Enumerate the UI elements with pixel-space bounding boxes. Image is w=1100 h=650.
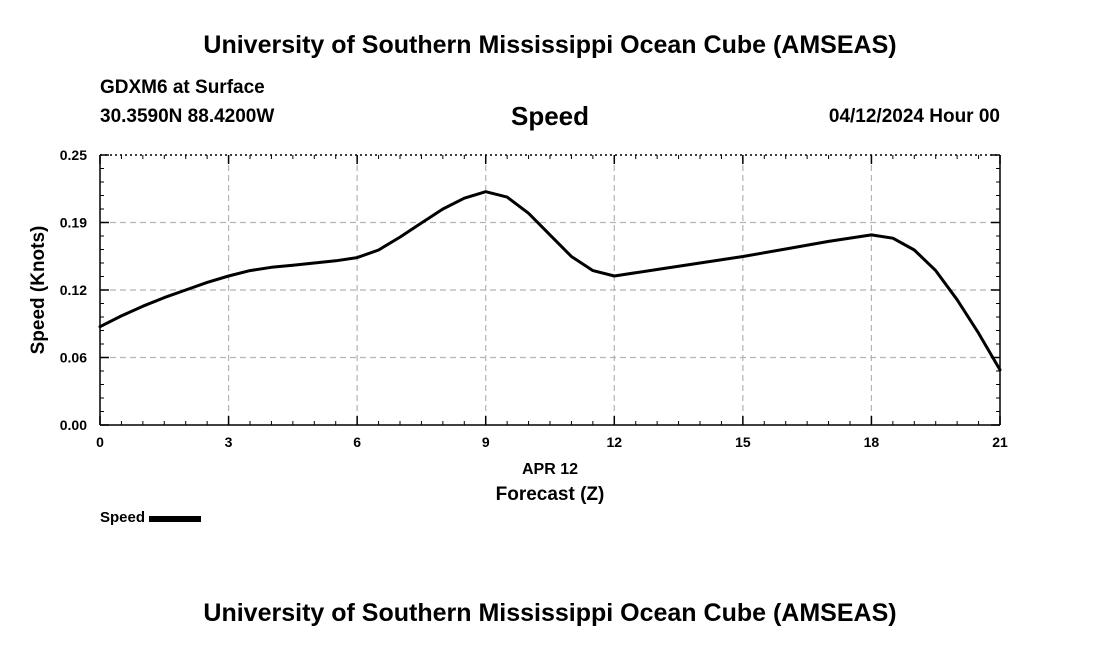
x-tick-label: 18 bbox=[864, 434, 880, 450]
grid bbox=[100, 155, 1000, 425]
x-tick-label: 3 bbox=[225, 434, 233, 450]
chart-title: Speed bbox=[510, 101, 590, 131]
x-tick-label: 21 bbox=[992, 434, 1008, 450]
page-title: University of Southern Mississippi Ocean… bbox=[203, 31, 897, 59]
x-tick-label: 0 bbox=[96, 434, 104, 450]
y-tick-label: 0.00 bbox=[60, 417, 87, 433]
legend-swatch bbox=[149, 515, 202, 522]
y-tick-label: 0.25 bbox=[60, 147, 87, 163]
coordinates-label: 30.3590N 88.4200W bbox=[100, 106, 275, 127]
datetime-label: 04/12/2024 Hour 00 bbox=[828, 106, 1000, 127]
y-axis-label: Speed (Knots) bbox=[28, 226, 49, 355]
axes bbox=[99, 154, 1001, 426]
y-tick-label: 0.06 bbox=[60, 350, 87, 366]
x-tick-label: 6 bbox=[353, 434, 361, 450]
tick-labels: 0 3 6 9 12 15 18 21 0.00 0.06 0.12 0.19 0.25 bbox=[60, 147, 1008, 450]
x-axis-sublabel: APR 12 bbox=[522, 461, 578, 478]
x-axis-label: Forecast (Z) bbox=[496, 484, 605, 505]
x-tick-label: 9 bbox=[482, 434, 490, 450]
speed-series-line bbox=[98, 190, 1002, 372]
x-tick-label: 12 bbox=[606, 434, 622, 450]
legend-label: Speed bbox=[100, 509, 146, 526]
y-tick-label: 0.12 bbox=[60, 282, 87, 298]
station-label: GDXM6 at Surface bbox=[100, 77, 265, 98]
x-tick-label: 15 bbox=[735, 434, 751, 450]
series bbox=[98, 190, 1002, 372]
y-tick-label: 0.19 bbox=[60, 215, 87, 231]
footer-title: University of Southern Mississippi Ocean… bbox=[203, 599, 897, 627]
legend: Speed bbox=[100, 509, 202, 526]
